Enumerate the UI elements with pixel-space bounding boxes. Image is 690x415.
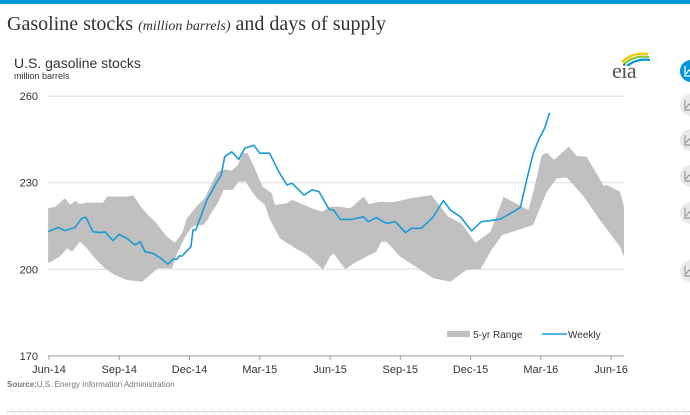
x-tick-label-Dec-14: Dec-14 — [172, 364, 207, 376]
x-tick-label-Jun-15: Jun-15 — [313, 364, 347, 376]
chart-select-button-4[interactable] — [680, 165, 690, 187]
x-tick-label-Sep-14: Sep-14 — [102, 364, 137, 376]
y-tick-label-260: 260 — [20, 91, 38, 103]
chart-subtitle: million barrels — [14, 71, 70, 81]
chart-select-button-1[interactable] — [680, 60, 690, 82]
x-tick-label-Jun-14: Jun-14 — [32, 364, 66, 376]
chart-select-button-6[interactable] — [680, 260, 690, 282]
line-chart-icon — [684, 135, 690, 146]
weekly-line-layer — [47, 112, 551, 265]
line-chart-icon — [684, 208, 690, 219]
line-chart-icon — [684, 171, 690, 182]
x-tick-label-Sep-15: Sep-15 — [383, 364, 418, 376]
eia-logo-icon — [621, 52, 651, 66]
legend-swatch-range — [447, 331, 470, 337]
line-chart-icon — [684, 266, 690, 277]
legend: 5-yr Range Weekly — [447, 330, 601, 341]
eia-logo-text: eia — [612, 58, 637, 83]
y-tick-label-230: 230 — [20, 178, 38, 190]
legend-label-range: 5-yr Range — [473, 330, 523, 341]
y-tick-label-170: 170 — [20, 351, 38, 363]
chart-title: U.S. gasoline stocks — [14, 55, 141, 71]
x-tick-label-Jun-16: Jun-16 — [594, 364, 628, 376]
x-tick-label-Mar-15: Mar-15 — [242, 364, 277, 376]
line-chart-icon — [684, 66, 690, 77]
y-tick-label-200: 200 — [20, 264, 38, 276]
top-accent-bar — [0, 0, 690, 4]
y-axis-labels: 170 200 230 260 — [20, 91, 38, 363]
legend-label-weekly: Weekly — [568, 330, 601, 341]
page-title-rest: and days of supply — [235, 13, 387, 35]
page-title-units: (million barrels) — [138, 19, 231, 34]
source-label: Source: — [7, 380, 37, 389]
line-chart-icon — [684, 100, 690, 111]
x-tick-label-Mar-16: Mar-16 — [523, 364, 558, 376]
x-tick-label-Dec-15: Dec-15 — [453, 364, 488, 376]
bottom-divider — [7, 411, 690, 412]
page-title-main: Gasoline stocks — [7, 13, 134, 35]
page-title: Gasoline stocks (million barrels) and da… — [7, 13, 386, 36]
source-text: U.S. Energy Information Administration — [36, 380, 175, 389]
chart-select-button-3[interactable] — [680, 129, 690, 151]
eia-logo: eia — [610, 52, 651, 83]
x-axis: Jun-14 Sep-14 Dec-14 Mar-15 Jun-15 Sep-15 Dec-… — [32, 355, 628, 376]
chart-select-button-5[interactable] — [680, 202, 690, 224]
source-note: Source:U.S. Energy Information Administr… — [7, 380, 175, 389]
chart-select-button-2[interactable] — [680, 94, 690, 116]
